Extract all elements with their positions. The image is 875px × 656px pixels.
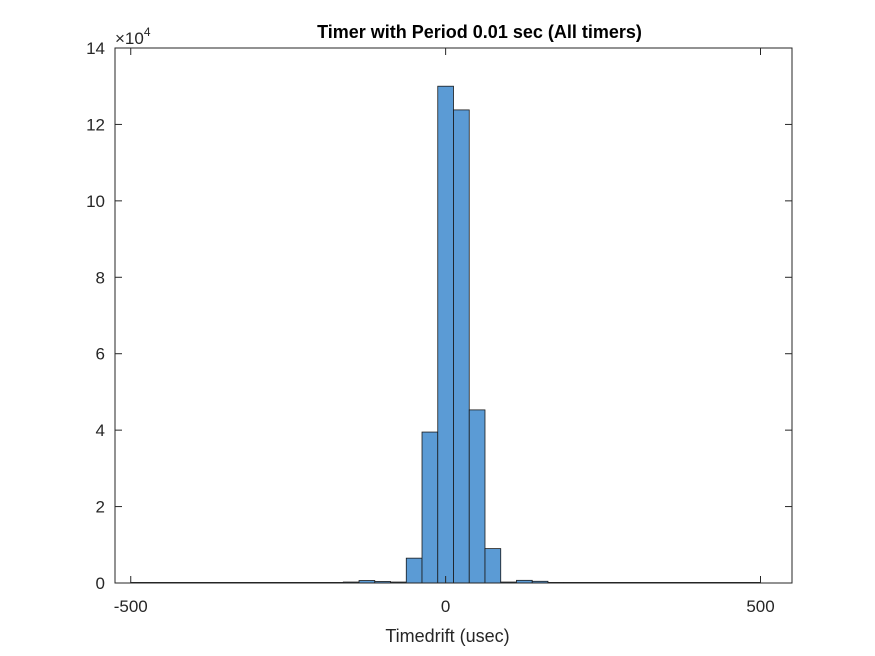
y-tick-label-2: 4 (96, 421, 105, 440)
y-tick-label-0: 0 (96, 574, 105, 593)
axes-box (114, 47, 793, 584)
y-exponent-power: 4 (144, 25, 151, 39)
y-tick-label-1: 2 (96, 498, 105, 517)
bars-layer (130, 85, 761, 584)
histogram-bar-5 (421, 431, 439, 584)
histogram-bar-7 (453, 109, 470, 584)
y-exponent-label: ×104 (115, 25, 151, 48)
histogram-bar-9 (484, 548, 502, 584)
chart-title: Timer with Period 0.01 sec (All timers) (317, 22, 642, 42)
ticks-layer: 0 2 4 6 8 10 12 14 -500 0 500 (86, 39, 792, 616)
y-tick-label-4: 8 (96, 268, 105, 287)
histogram-bar-6 (437, 85, 454, 584)
histogram-bar-8 (468, 409, 486, 584)
y-tick-label-3: 6 (96, 345, 105, 364)
histogram-bar-4 (405, 557, 423, 584)
x-tick-label-1: 0 (441, 597, 450, 616)
y-tick-label-5: 10 (86, 192, 105, 211)
x-axis-label: Timedrift (usec) (385, 626, 509, 646)
y-tick-label-6: 12 (86, 115, 105, 134)
x-tick-label-0: -500 (114, 597, 148, 616)
y-exponent-base: ×10 (115, 29, 144, 48)
x-tick-label-2: 500 (746, 597, 774, 616)
y-tick-label-7: 14 (86, 39, 105, 58)
